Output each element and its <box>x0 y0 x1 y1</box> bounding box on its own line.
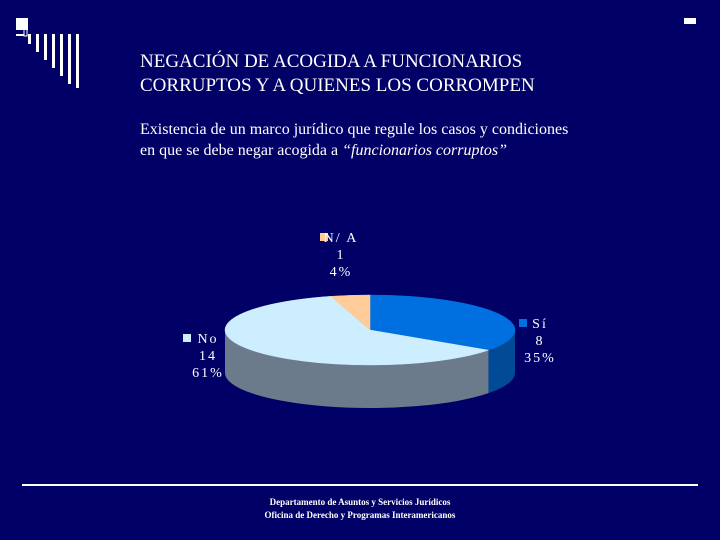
legend-swatch-2 <box>320 233 328 241</box>
title-line-2: CORRUPTOS Y A QUIENES LOS CORROMPEN <box>140 75 535 96</box>
decorative-stripes <box>16 18 696 88</box>
legend-swatch-0 <box>519 319 527 327</box>
subtitle-line-1: Existencia de un marco jurídico que regu… <box>140 121 569 138</box>
label-percent-2: 4% <box>330 265 353 280</box>
slide-subtitle: Existencia de un marco jurídico que regu… <box>140 119 700 161</box>
label-percent-1: 61% <box>192 366 224 381</box>
title-line-1: NEGACIÓN DE ACOGIDA A FUNCIONARIOS <box>140 51 523 72</box>
label-percent-0: 35% <box>524 351 556 366</box>
pie-top <box>224 294 516 366</box>
footer: Departamento de Asuntos y Servicios Jurí… <box>0 496 720 522</box>
label-value-2: 1 <box>337 248 346 263</box>
label-value-1: 14 <box>199 349 217 364</box>
footer-divider <box>22 484 698 486</box>
pie-side-0 <box>488 330 515 394</box>
label-name-1: No <box>197 332 218 347</box>
legend-swatch-1 <box>183 334 191 342</box>
pie-slice-1 <box>224 296 489 366</box>
label-value-0: 8 <box>536 334 545 349</box>
pie-label-0: Sí 8 35% <box>519 317 556 366</box>
pie-label-1: No 14 61% <box>183 332 224 381</box>
footer-line-1: Departamento de Asuntos y Servicios Jurí… <box>269 497 451 507</box>
pie-sides <box>225 330 515 408</box>
pie-slice-0 <box>369 294 516 351</box>
label-name-0: Sí <box>532 317 548 332</box>
subtitle-quoted: “funcionarios corruptos” <box>342 142 508 159</box>
pie-slice-2 <box>330 294 371 331</box>
pie-side-1 <box>225 330 489 408</box>
footer-line-2: Oficina de Derecho y Programas Interamer… <box>264 510 456 520</box>
pie-label-2: N/ A 1 4% <box>320 231 359 280</box>
slide-title: NEGACIÓN DE ACOGIDA A FUNCIONARIOS CORRU… <box>140 50 680 98</box>
subtitle-line-2: en que se debe negar acogida a <box>140 142 343 159</box>
label-name-2: N/ A <box>324 231 359 246</box>
